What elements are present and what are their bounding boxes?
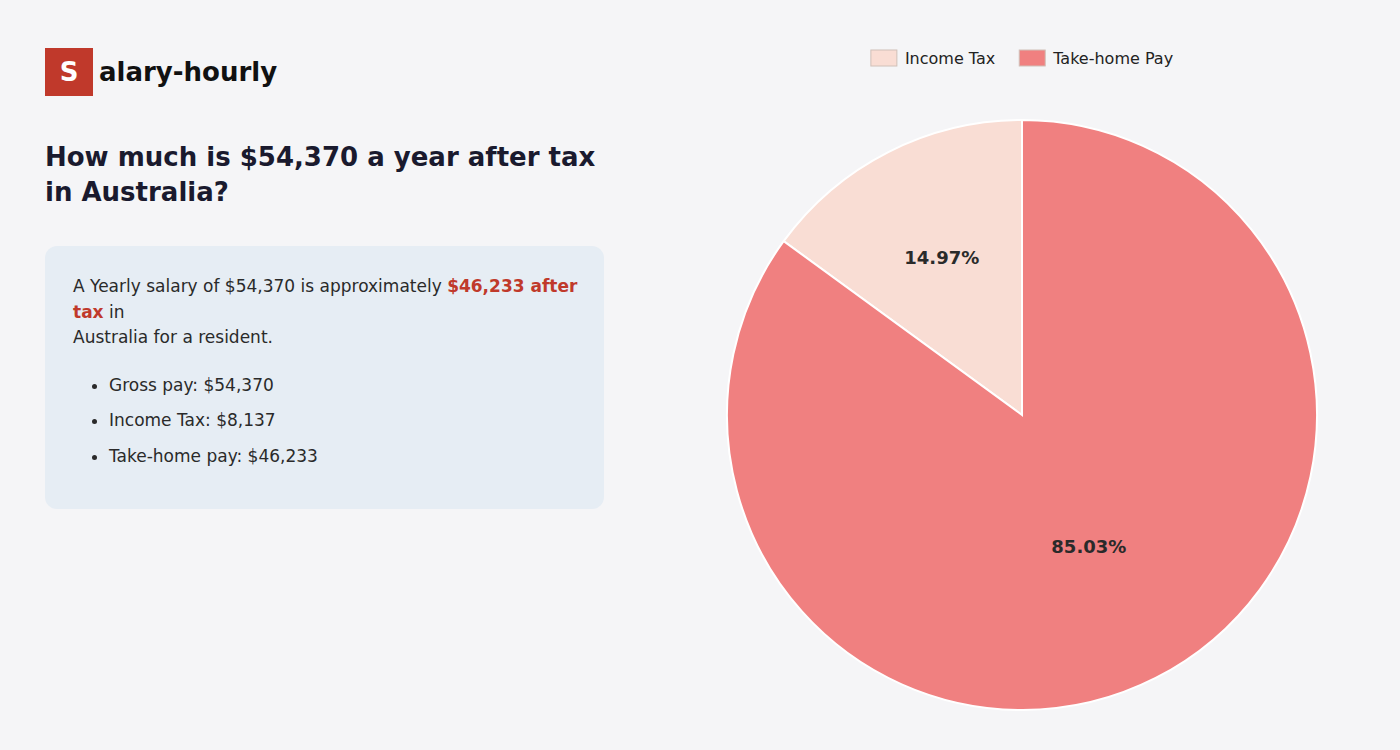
text-panel: Salary-hourly How much is $54,370 a year …: [0, 0, 644, 750]
legend: Income Tax Take-home Pay: [871, 49, 1173, 68]
pie-slice: [727, 120, 1317, 710]
description-line: Australia for a resident.: [73, 325, 578, 351]
slice-labels: 14.97% 85.03%: [904, 247, 1126, 557]
logo-mark: S: [45, 48, 93, 96]
bullet-item: Income Tax: $8,137: [109, 408, 578, 434]
description-text: A Yearly salary of $54,370 is approximat…: [73, 276, 447, 296]
logo: Salary-hourly: [45, 48, 604, 96]
description-text: in: [104, 302, 125, 322]
chart-panel: 14.97% 85.03% Income Tax Take-home Pay: [644, 0, 1400, 750]
legend-swatch: [871, 50, 897, 66]
data-label: 14.97%: [904, 247, 979, 268]
legend-label: Income Tax: [905, 49, 995, 68]
bullet-item: Take-home pay: $46,233: [109, 444, 578, 470]
bullet-item: Gross pay: $54,370: [109, 373, 578, 399]
pie-chart: 14.97% 85.03% Income Tax Take-home Pay: [644, 0, 1400, 750]
bullet-list: Gross pay: $54,370 Income Tax: $8,137 Take…: [73, 373, 578, 470]
description-line: A Yearly salary of $54,370 is approximat…: [73, 274, 578, 325]
description-text: Australia for a resident.: [73, 327, 273, 347]
legend-swatch: [1019, 50, 1045, 66]
legend-item: Income Tax: [871, 49, 995, 68]
legend-item: Take-home Pay: [1019, 49, 1173, 68]
title: How much is $54,370 a year after tax in …: [45, 140, 604, 210]
legend-label: Take-home Pay: [1052, 49, 1173, 68]
logo-text: alary-hourly: [99, 57, 277, 87]
info-box: A Yearly salary of $54,370 is approximat…: [45, 246, 604, 509]
slices: [727, 120, 1317, 710]
data-label: 85.03%: [1051, 536, 1126, 557]
